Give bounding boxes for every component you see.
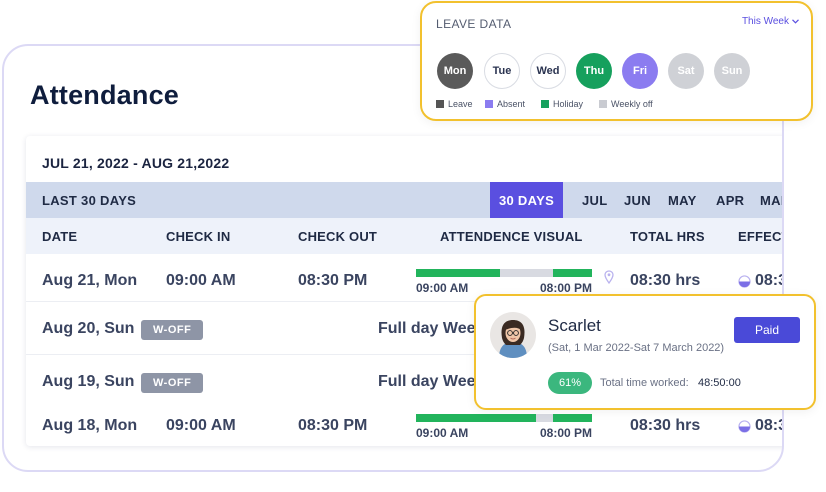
week-off-badge: W-OFF <box>141 373 204 393</box>
visual-start-time: 09:00 AM <box>416 426 469 440</box>
column-header-attendance-visual: ATTENDENCE VISUAL <box>440 229 583 244</box>
row-date: Aug 20, Sun <box>42 320 135 337</box>
present-segment <box>553 414 592 422</box>
table-row[interactable]: Aug 19, Sun W-OFF Full day Week <box>26 355 782 403</box>
month-tab-apr[interactable]: APR <box>716 193 745 208</box>
column-header-effective: EFFECTI <box>738 229 782 244</box>
employee-summary-card: Scarlet (Sat, 1 Mar 2022-Sat 7 March 202… <box>474 294 816 410</box>
employee-name: Scarlet <box>548 316 601 335</box>
row-divider <box>26 354 782 355</box>
legend-item-absent: Absent <box>485 99 525 109</box>
attendance-visual: 09:00 AM 08:00 PM <box>416 414 592 440</box>
row-total-hrs: 08:30 hrs <box>630 417 701 434</box>
date-range: JUL 21, 2022 - AUG 21,2022 <box>42 155 230 171</box>
column-header-date: DATE <box>42 229 78 244</box>
column-header-check-in: CHECK IN <box>166 229 231 244</box>
row-check-out: 08:30 PM <box>298 417 368 434</box>
legend-item-weekly-off: Weekly off <box>599 99 653 109</box>
legend-swatch <box>436 100 444 108</box>
period-dropdown-value: This Week <box>741 16 789 27</box>
break-segment <box>500 269 554 277</box>
month-tab-may[interactable]: MAY <box>668 193 697 208</box>
legend-label: Leave <box>448 99 473 109</box>
present-segment <box>416 269 501 277</box>
row-total-hrs: 08:30 hrs <box>630 272 701 289</box>
attendance-bar <box>416 269 592 277</box>
row-note: Full day Week <box>378 320 485 337</box>
legend-swatch <box>599 100 607 108</box>
day-circle-mon[interactable]: Mon <box>437 53 473 89</box>
column-header-total-hrs: TOTAL HRS <box>630 229 705 244</box>
attendance-percent-badge: 61% <box>548 372 592 394</box>
row-date: Aug 21, Mon <box>42 272 138 289</box>
visual-end-time: 08:00 PM <box>539 426 592 440</box>
month-tab-jun[interactable]: JUN <box>624 193 651 208</box>
row-check-out: 08:30 PM <box>298 272 368 289</box>
paid-status-button[interactable]: Paid <box>734 317 800 343</box>
half-circle-icon <box>738 275 751 288</box>
legend-swatch <box>485 100 493 108</box>
avatar-image <box>490 312 536 358</box>
day-circle-sun[interactable]: Sun <box>714 53 750 89</box>
filter-30-days-button[interactable]: 30 DAYS <box>490 182 563 218</box>
day-circle-fri[interactable]: Fri <box>622 53 658 89</box>
row-effective: 08:3 <box>755 272 784 289</box>
visual-start-time: 09:00 AM <box>416 281 469 295</box>
legend-swatch <box>541 100 549 108</box>
chevron-down-icon <box>792 19 799 24</box>
break-segment <box>535 414 554 422</box>
row-check-in: 09:00 AM <box>166 272 236 289</box>
month-tab-jul[interactable]: JUL <box>582 193 608 208</box>
table-row[interactable]: Aug 21, Mon 09:00 AM 08:30 PM 09:00 AM 0… <box>26 254 784 302</box>
legend-label: Holiday <box>553 99 584 109</box>
table-header: DATE CHECK IN CHECK OUT ATTENDENCE VISUA… <box>26 218 782 254</box>
row-check-in: 09:00 AM <box>166 417 236 434</box>
attendance-bar <box>416 414 592 422</box>
table-row[interactable]: Aug 20, Sun W-OFF Full day Week <box>26 302 782 354</box>
month-tab-mar[interactable]: MAR <box>760 193 782 208</box>
row-date: Aug 18, Mon <box>42 417 138 434</box>
filter-bar: LAST 30 DAYS 30 DAYS JUL JUN MAY APR MAR <box>26 182 782 218</box>
half-circle-icon <box>738 420 751 433</box>
table-row[interactable]: Aug 18, Mon 09:00 AM 08:30 PM 09:00 AM 0… <box>26 398 784 446</box>
column-header-check-out: CHECK OUT <box>298 229 378 244</box>
day-circle-sat[interactable]: Sat <box>668 53 704 89</box>
total-time-value: 48:50:00 <box>698 377 741 389</box>
filter-label: LAST 30 DAYS <box>42 193 137 208</box>
legend-item-holiday: Holiday <box>541 99 583 109</box>
period-dropdown[interactable]: This Week <box>742 16 799 27</box>
attendance-visual: 09:00 AM 08:00 PM <box>416 269 592 295</box>
visual-end-time: 08:00 PM <box>539 281 592 295</box>
day-circle-wed[interactable]: Wed <box>530 53 566 89</box>
row-date: Aug 19, Sun <box>42 373 135 390</box>
page-title: Attendance <box>30 80 180 110</box>
day-circle-thu[interactable]: Thu <box>576 53 612 89</box>
location-pin-icon[interactable] <box>604 270 614 284</box>
total-time-label: Total time worked: <box>600 377 689 389</box>
avatar <box>490 312 536 358</box>
legend-item-leave: Leave <box>436 99 473 109</box>
day-circle-tue[interactable]: Tue <box>484 53 520 89</box>
row-note: Full day Week <box>378 373 485 390</box>
legend-label: Weekly off <box>611 99 653 109</box>
employee-period: (Sat, 1 Mar 2022-Sat 7 March 2022) <box>548 342 725 354</box>
row-effective: 08:3 <box>755 417 784 434</box>
leave-data-card: LEAVE DATA This Week Mon Tue Wed Thu Fri… <box>420 1 813 121</box>
week-off-badge: W-OFF <box>141 320 204 340</box>
row-divider <box>26 301 782 302</box>
present-segment <box>553 269 592 277</box>
legend-label: Absent <box>497 99 526 109</box>
leave-data-title: LEAVE DATA <box>436 17 512 31</box>
present-segment <box>416 414 536 422</box>
